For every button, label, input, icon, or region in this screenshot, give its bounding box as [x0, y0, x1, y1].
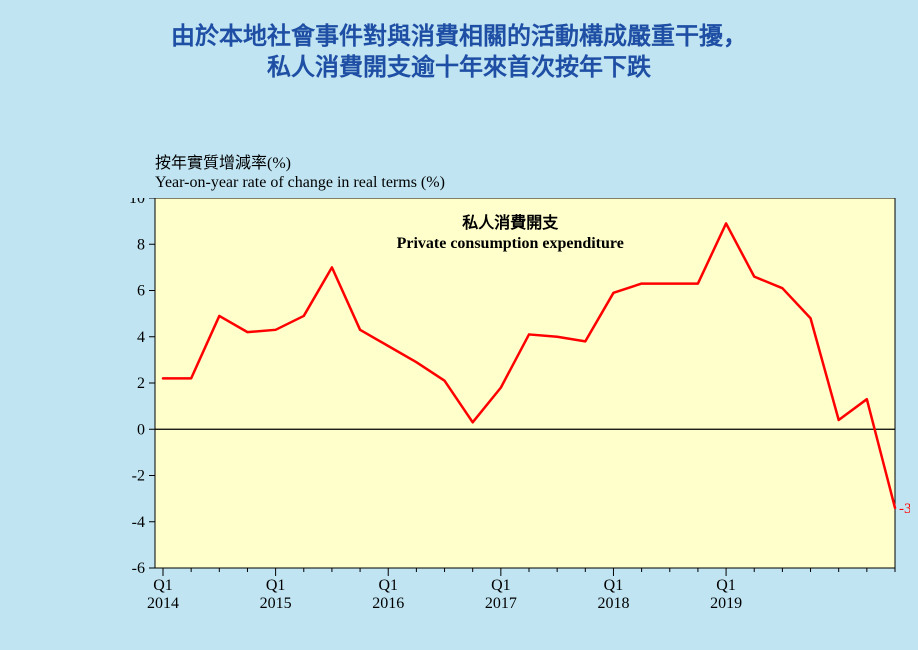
- svg-text:Q1: Q1: [716, 577, 736, 594]
- svg-text:-6: -6: [132, 560, 145, 577]
- svg-text:8: 8: [137, 236, 145, 253]
- svg-text:Private consumption expenditur: Private consumption expenditure: [397, 235, 624, 252]
- y-axis-label: 按年實質增減率(%) Year-on-year rate of change i…: [155, 154, 445, 192]
- chart-title: 由於本地社會事件對與消費相關的活動構成嚴重干擾， 私人消費開支逾十年來首次按年下…: [0, 22, 918, 84]
- y-axis-label-zh: 按年實質增減率(%): [155, 154, 445, 173]
- page: 由於本地社會事件對與消費相關的活動構成嚴重干擾， 私人消費開支逾十年來首次按年下…: [0, 0, 918, 650]
- svg-text:-4: -4: [132, 514, 145, 531]
- svg-text:私人消費開支: 私人消費開支: [462, 213, 559, 232]
- svg-text:2: 2: [137, 375, 145, 392]
- svg-text:2015: 2015: [260, 595, 292, 612]
- svg-text:Q1: Q1: [491, 577, 511, 594]
- chart-svg: -6-4-20246810Q12014Q12015Q12016Q12017Q12…: [120, 198, 910, 638]
- chart-area: -6-4-20246810Q12014Q12015Q12016Q12017Q12…: [120, 198, 860, 568]
- svg-text:Q1: Q1: [266, 577, 286, 594]
- svg-text:-2: -2: [132, 468, 145, 485]
- svg-text:2018: 2018: [597, 595, 629, 612]
- svg-text:0: 0: [137, 421, 145, 438]
- svg-text:6: 6: [137, 283, 145, 300]
- svg-text:2019: 2019: [710, 595, 742, 612]
- svg-text:Q1: Q1: [378, 577, 398, 594]
- svg-text:Q1: Q1: [604, 577, 624, 594]
- svg-text:10: 10: [129, 198, 145, 207]
- svg-text:-3.4%: -3.4%: [899, 501, 910, 517]
- svg-text:Q1: Q1: [153, 577, 173, 594]
- svg-text:4: 4: [137, 329, 145, 346]
- title-line-2: 私人消費開支逾十年來首次按年下跌: [0, 53, 918, 84]
- svg-text:2014: 2014: [147, 595, 179, 612]
- svg-text:2016: 2016: [372, 595, 404, 612]
- title-line-1: 由於本地社會事件對與消費相關的活動構成嚴重干擾，: [0, 22, 918, 53]
- y-axis-label-en: Year-on-year rate of change in real term…: [155, 173, 445, 192]
- svg-text:2017: 2017: [485, 595, 517, 612]
